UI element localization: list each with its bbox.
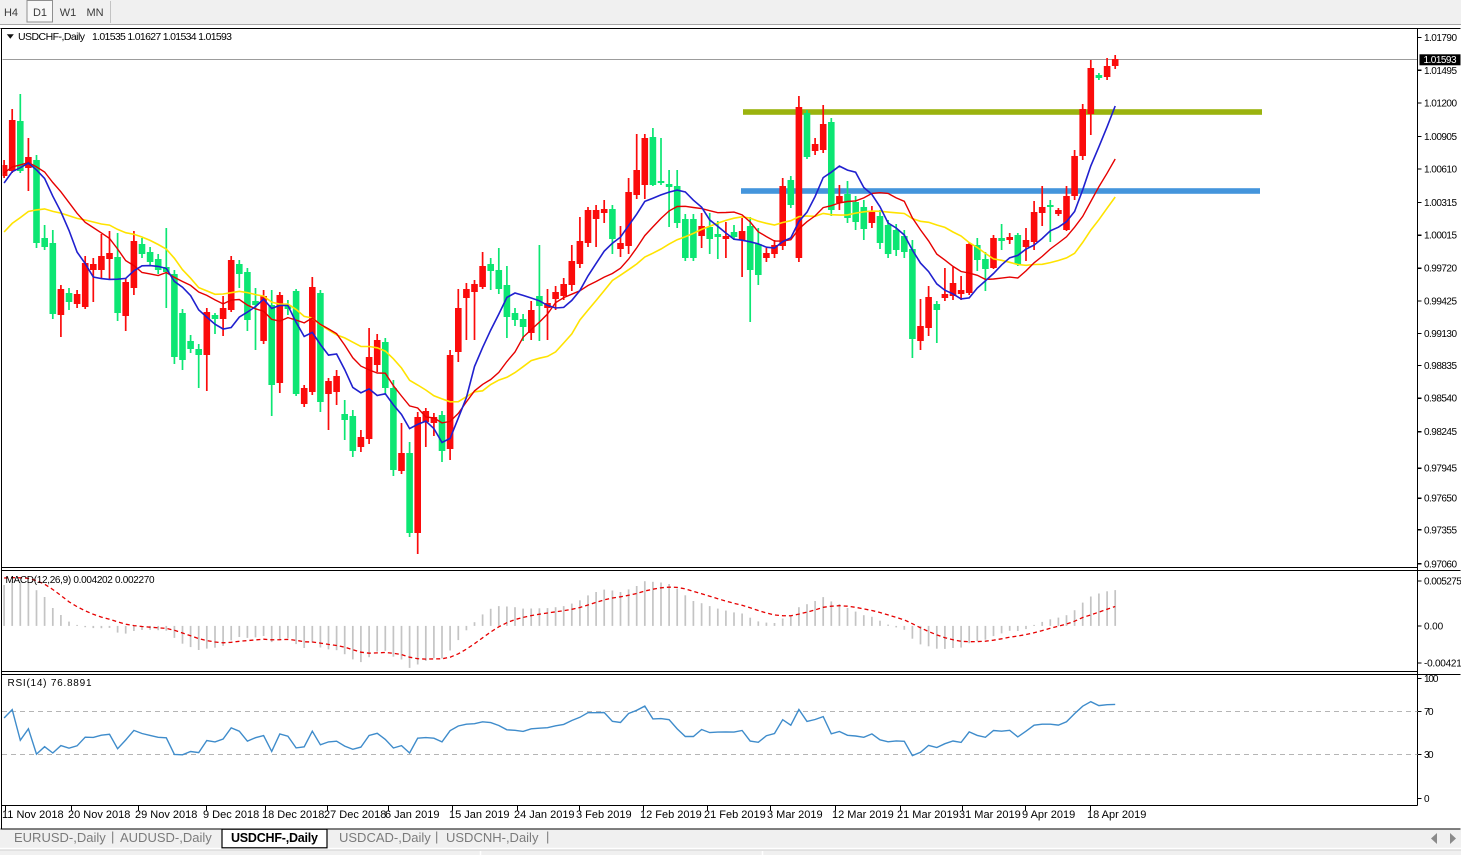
svg-text:1.00315: 1.00315	[1424, 198, 1457, 209]
svg-text:12 Mar 2019: 12 Mar 2019	[832, 809, 894, 821]
svg-text:30: 30	[1424, 750, 1434, 761]
svg-text:18 Dec 2018: 18 Dec 2018	[262, 809, 324, 821]
svg-text:1.00015: 1.00015	[1424, 231, 1457, 242]
svg-text:|: |	[435, 829, 438, 844]
svg-text:1.01790: 1.01790	[1424, 33, 1457, 44]
svg-text:6 Jan 2019: 6 Jan 2019	[385, 809, 439, 821]
svg-text:1.01200: 1.01200	[1424, 99, 1457, 110]
svg-text:29 Nov 2018: 29 Nov 2018	[135, 809, 197, 821]
svg-text:W1: W1	[60, 7, 77, 19]
svg-text:0.97355: 0.97355	[1424, 525, 1457, 536]
svg-text:0.97060: 0.97060	[1424, 559, 1457, 570]
svg-text:27 Dec 2018: 27 Dec 2018	[324, 809, 386, 821]
svg-text:0.99720: 0.99720	[1424, 264, 1457, 275]
svg-text:31 Mar 2019: 31 Mar 2019	[959, 809, 1021, 821]
svg-text:12 Feb 2019: 12 Feb 2019	[640, 809, 702, 821]
svg-text:0.00: 0.00	[1424, 621, 1444, 632]
svg-text:USDCHF-,Daily: USDCHF-,Daily	[18, 31, 86, 43]
svg-text:0.98835: 0.98835	[1424, 361, 1457, 372]
svg-text:21 Mar 2019: 21 Mar 2019	[897, 809, 959, 821]
svg-text:15 Jan 2019: 15 Jan 2019	[449, 809, 510, 821]
svg-text:EURUSD-,Daily: EURUSD-,Daily	[14, 830, 106, 845]
svg-text:H4: H4	[4, 7, 18, 19]
svg-text:MN: MN	[86, 7, 103, 19]
svg-text:MACD(12,26,9) 0.004202 0.00227: MACD(12,26,9) 0.004202 0.002270	[6, 575, 155, 586]
svg-text:1.00610: 1.00610	[1424, 165, 1457, 176]
svg-text:1.01593: 1.01593	[1424, 55, 1457, 66]
svg-text:0.99130: 0.99130	[1424, 329, 1457, 340]
svg-text:3 Mar 2019: 3 Mar 2019	[767, 809, 823, 821]
svg-text:USDCNH-,Daily: USDCNH-,Daily	[446, 830, 539, 845]
svg-text:9 Dec 2018: 9 Dec 2018	[203, 809, 259, 821]
svg-text:1.01495: 1.01495	[1424, 66, 1457, 77]
svg-text:3 Feb 2019: 3 Feb 2019	[576, 809, 632, 821]
svg-text:D1: D1	[33, 7, 47, 19]
svg-text:0.97650: 0.97650	[1424, 494, 1457, 505]
svg-text:0.97945: 0.97945	[1424, 464, 1457, 475]
svg-text:AUDUSD-,Daily: AUDUSD-,Daily	[120, 830, 212, 845]
svg-text:0.99425: 0.99425	[1424, 296, 1457, 307]
svg-text:100: 100	[1424, 674, 1439, 685]
svg-text:0.005275: 0.005275	[1424, 577, 1461, 588]
svg-text:USDCAD-,Daily: USDCAD-,Daily	[339, 830, 431, 845]
svg-text:9 Apr 2019: 9 Apr 2019	[1022, 809, 1075, 821]
svg-text:1.00905: 1.00905	[1424, 132, 1457, 143]
svg-text:70: 70	[1424, 707, 1434, 718]
svg-text:RSI(14) 76.8891: RSI(14) 76.8891	[8, 678, 92, 689]
svg-text:18 Apr 2019: 18 Apr 2019	[1087, 809, 1146, 821]
svg-text:1.01535 1.01627 1.01534 1.0159: 1.01535 1.01627 1.01534 1.01593	[92, 31, 232, 43]
svg-text:|: |	[546, 829, 549, 844]
svg-text:0.98540: 0.98540	[1424, 394, 1457, 405]
svg-text:20 Nov 2018: 20 Nov 2018	[68, 809, 130, 821]
svg-text:24 Jan 2019: 24 Jan 2019	[514, 809, 575, 821]
svg-text:0.98245: 0.98245	[1424, 427, 1457, 438]
svg-text:21 Feb 2019: 21 Feb 2019	[704, 809, 766, 821]
svg-text:|: |	[111, 829, 114, 844]
svg-text:-0.00421: -0.00421	[1424, 659, 1461, 670]
svg-text:0: 0	[1424, 794, 1430, 805]
svg-text:USDCHF-,Daily: USDCHF-,Daily	[231, 831, 318, 845]
svg-text:11 Nov 2018: 11 Nov 2018	[2, 809, 64, 821]
